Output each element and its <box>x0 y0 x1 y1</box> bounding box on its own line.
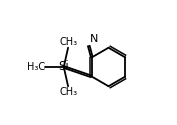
Text: CH₃: CH₃ <box>59 87 77 97</box>
Text: H₃C: H₃C <box>27 62 45 72</box>
Text: N: N <box>90 34 98 44</box>
Text: CH₃: CH₃ <box>59 37 77 47</box>
Text: Si: Si <box>58 60 69 74</box>
